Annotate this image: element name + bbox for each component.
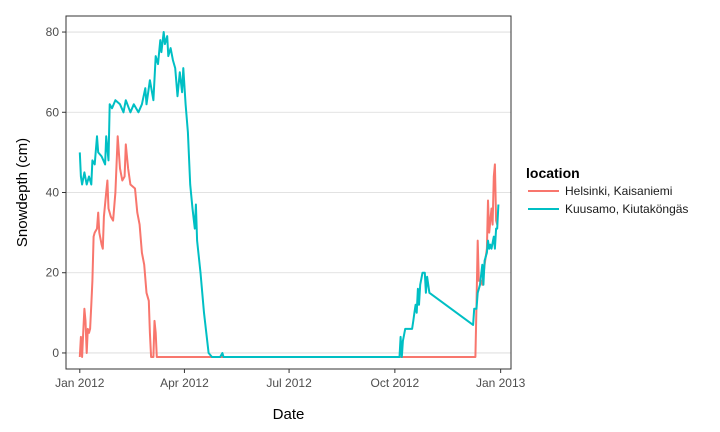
- x-tick-label: Jul 2012: [266, 376, 312, 390]
- series-line-2: [78, 31, 500, 358]
- legend: location Helsinki, Kaisaniemi Kuusamo, Ki…: [526, 165, 688, 216]
- x-axis-title: Date: [273, 406, 305, 423]
- x-tick-label: Oct 2012: [371, 376, 420, 390]
- x-tick-label: Apr 2012: [160, 376, 209, 390]
- x-tick-label: Jan 2013: [476, 376, 526, 390]
- y-axis: 0 20 40 60 80: [46, 25, 66, 360]
- series-line-1: [78, 135, 499, 358]
- gridlines: [66, 31, 511, 354]
- legend-label: Kuusamo, Kiutaköngäs: [565, 202, 688, 216]
- y-tick-label: 40: [46, 186, 60, 200]
- x-axis: Jan 2012 Apr 2012 Jul 2012 Oct 2012 Jan 2013: [55, 369, 526, 390]
- series-layer: [78, 31, 500, 358]
- y-tick-label: 60: [46, 105, 60, 119]
- y-tick-label: 0: [52, 346, 59, 360]
- legend-title: location: [526, 165, 580, 181]
- y-tick-label: 80: [46, 25, 60, 39]
- y-axis-title: Snowdepth (cm): [14, 138, 31, 247]
- y-tick-label: 20: [46, 266, 60, 280]
- x-tick-label: Jan 2012: [55, 376, 105, 390]
- legend-label: Helsinki, Kaisaniemi: [565, 184, 672, 198]
